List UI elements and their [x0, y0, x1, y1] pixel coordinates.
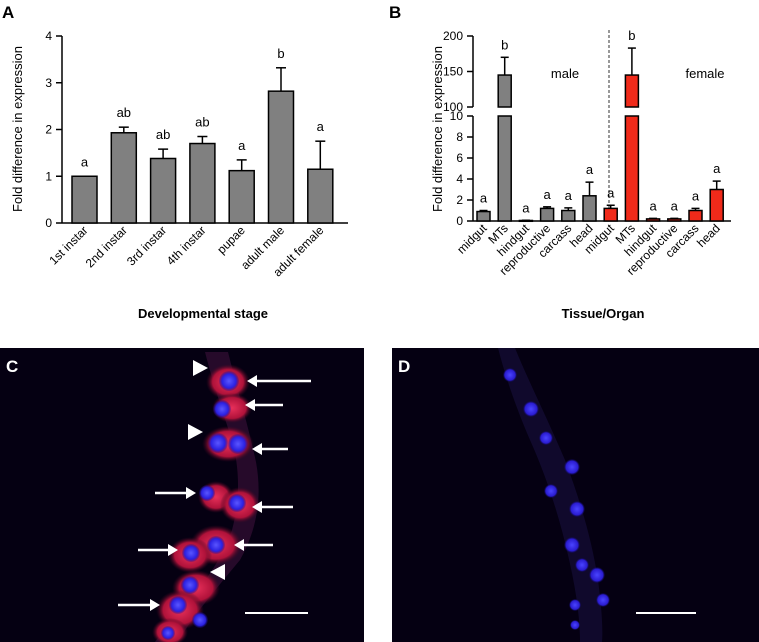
- micrograph-c: C: [0, 348, 364, 642]
- arrow-icon: [150, 599, 160, 611]
- chart-a-ytick-label: 1: [45, 169, 52, 183]
- chart-b-bar: [709, 188, 724, 222]
- micrograph-d: D: [392, 348, 759, 642]
- chart-a-category-label: 3rd instar: [124, 223, 169, 268]
- chart-b-xlabel: Tissue/Organ: [562, 306, 645, 321]
- chart-b-bar-upper: [624, 74, 640, 108]
- chart-b-bar: [688, 209, 703, 222]
- chart-a-sig-letter: b: [277, 46, 284, 61]
- arrowhead-icon: [193, 360, 208, 376]
- chart-b-bar: [561, 209, 576, 222]
- chart-a-ytick-label: 0: [45, 216, 52, 230]
- arrow-icon: [252, 501, 262, 513]
- chart-a-bar: [189, 142, 216, 224]
- chart-b-category-label: head: [694, 221, 723, 250]
- chart-b-sig-letter: a: [565, 188, 573, 203]
- panel-label-b: B: [389, 3, 401, 22]
- chart-a-sig-letter: a: [317, 119, 325, 134]
- arrow-icon: [252, 443, 262, 455]
- chart-a-category-label: 2nd instar: [83, 223, 130, 270]
- arrow-icon: [245, 399, 255, 411]
- chart-b-bar: [624, 115, 640, 222]
- arrow-icon: [234, 539, 244, 551]
- chart-b-bar: [582, 195, 597, 222]
- chart-a-sig-letter: ab: [156, 127, 170, 142]
- chart-a-category-label: pupae: [214, 223, 248, 257]
- chart-b-bar: [539, 207, 555, 222]
- chart-a-bar: [267, 90, 295, 224]
- chart-b-ylabel: Fold difference in expression: [430, 46, 445, 212]
- chart-b-sig-letter: b: [628, 28, 635, 43]
- chart-b-bar: [476, 210, 491, 222]
- chart-b-ytick-label: 8: [456, 130, 463, 144]
- chart-b-ytick-label: 200: [443, 29, 463, 43]
- chart-a-bar: [307, 168, 334, 224]
- arrows-c: [118, 375, 311, 611]
- chart-a-ylabel: Fold difference in expression: [10, 46, 25, 212]
- arrowheads-c: [188, 360, 225, 580]
- scale-bar-d: [636, 612, 696, 614]
- chart-a-sig-letter: ab: [195, 115, 209, 130]
- group-label-female: female: [685, 66, 724, 81]
- chart-a-xlabel: Developmental stage: [138, 306, 268, 321]
- tubule-c: [155, 352, 259, 642]
- chart-b-sig-letter: a: [543, 187, 551, 202]
- chart-b-ytick-label: 100: [443, 100, 463, 114]
- chart-b-sig-letter: a: [522, 200, 530, 215]
- arrow-icon: [168, 544, 178, 556]
- panel-label-a: A: [2, 3, 14, 22]
- chart-b-sig-letter: a: [586, 162, 594, 177]
- group-label-male: male: [551, 66, 579, 81]
- chart-a-sig-letter: a: [81, 154, 89, 169]
- chart-a-bar: [110, 132, 138, 224]
- scale-bar-c: [245, 612, 308, 614]
- chart-a-category-label: 4th instar: [164, 223, 209, 268]
- chart-b-sig-letter: a: [692, 188, 700, 203]
- chart-b-bar-upper: [497, 74, 512, 108]
- chart-b-ytick-label: 150: [443, 65, 463, 79]
- chart-a-ytick-label: 3: [45, 76, 52, 90]
- chart-a-sig-letter: a: [238, 138, 246, 153]
- chart-b-bar: [603, 207, 618, 222]
- chart-b-sig-letter: b: [501, 37, 508, 52]
- chart-a-ytick-label: 4: [45, 29, 52, 43]
- chart-a-bar: [71, 175, 98, 224]
- chart-b-ytick-label: 4: [456, 172, 463, 186]
- chart-a-bar: [228, 169, 255, 224]
- arrowhead-icon: [210, 564, 225, 580]
- chart-b-ytick-label: 0: [456, 214, 463, 228]
- chart-b-sig-letter: a: [713, 161, 721, 176]
- chart-b-sig-letter: a: [671, 198, 679, 213]
- chart-b-ytick-label: 6: [456, 151, 463, 165]
- arrow-icon: [247, 375, 257, 387]
- chart-b-ytick-label: 2: [456, 193, 463, 207]
- panel-label-d: D: [398, 357, 410, 376]
- chart-b-ytick-label: 10: [450, 109, 464, 123]
- nuclei-c: [161, 371, 248, 640]
- chart-a-sig-letter: ab: [117, 105, 131, 120]
- nuclei-d: [503, 368, 610, 630]
- chart-b-sig-letter: a: [607, 185, 615, 200]
- chart-b-bar: [497, 115, 512, 222]
- arrow-icon: [186, 487, 196, 499]
- chart-b-sig-letter: a: [649, 198, 657, 213]
- panel-label-c: C: [6, 357, 18, 376]
- chart-b-sig-letter: a: [480, 191, 488, 206]
- chart-a-bar: [149, 157, 177, 224]
- chart-a-ytick-label: 2: [45, 123, 52, 137]
- arrowhead-icon: [188, 424, 203, 440]
